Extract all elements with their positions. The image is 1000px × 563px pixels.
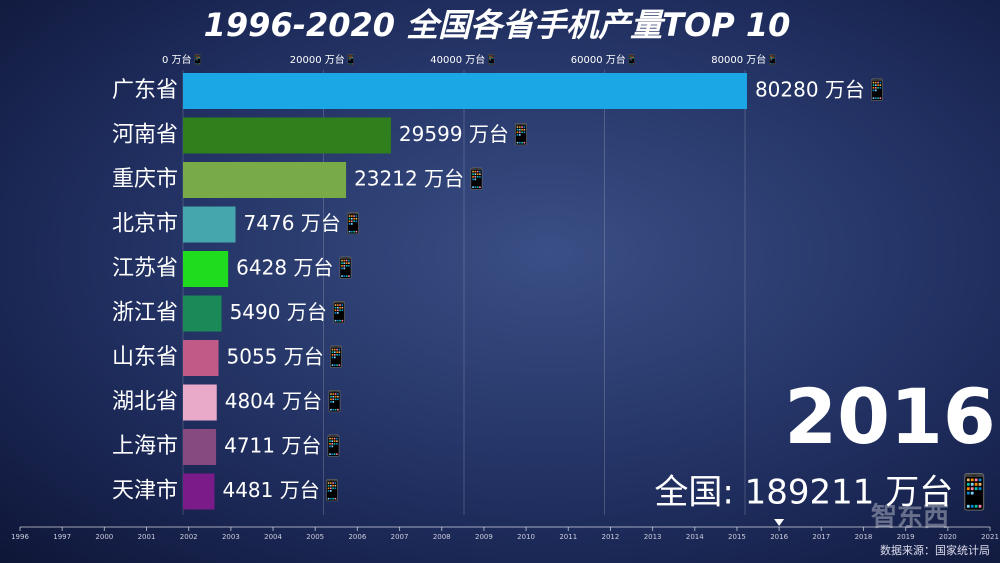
timeline-label: 2013 — [644, 533, 662, 541]
value-label: 6428 万台📱 — [236, 256, 358, 280]
timeline-label: 2016 — [770, 533, 788, 541]
x-tick-label: 40000 万台📱 — [430, 53, 497, 66]
timeline-label: 2001 — [138, 533, 156, 541]
timeline-label: 2020 — [939, 533, 957, 541]
bar — [183, 340, 219, 376]
bar — [183, 162, 347, 198]
timeline-label: 2018 — [855, 533, 873, 541]
bar — [183, 73, 747, 109]
timeline-label: 2010 — [517, 533, 535, 541]
value-label: 4804 万台📱 — [225, 389, 347, 413]
value-label: 5490 万台📱 — [230, 300, 352, 324]
y-tick-label: 北京市 — [112, 212, 178, 237]
y-tick-label: 湖北省 — [112, 390, 178, 415]
value-label: 29599 万台📱 — [399, 122, 534, 146]
y-tick-label: 浙江省 — [112, 301, 178, 326]
year-label: 2016 — [784, 372, 996, 461]
timeline-label: 2003 — [222, 533, 240, 541]
timeline-label: 2009 — [475, 533, 493, 541]
timeline-label: 2008 — [433, 533, 451, 541]
total-label: 全国: 189211 万台📱 — [654, 473, 995, 513]
timeline-label: 2015 — [728, 533, 746, 541]
value-label: 7476 万台📱 — [244, 211, 366, 235]
timeline-label: 2021 — [981, 533, 999, 541]
timeline-label: 2017 — [812, 533, 830, 541]
bar — [183, 295, 222, 332]
timeline-label: 2006 — [348, 533, 366, 541]
bar — [183, 384, 217, 421]
source: 数据来源：国家统计局 — [880, 543, 990, 557]
bar — [183, 473, 215, 510]
value-label: 80280 万台📱 — [755, 78, 890, 102]
y-tick-label: 天津市 — [112, 479, 178, 504]
x-tick-label: 20000 万台📱 — [290, 53, 357, 66]
value-label: 23212 万台📱 — [354, 167, 489, 191]
value-label: 4481 万台📱 — [222, 478, 344, 502]
timeline-label: 2004 — [264, 533, 282, 541]
bar — [183, 117, 391, 154]
x-tick-label: 0 万台📱 — [162, 53, 204, 66]
y-tick-label: 重庆市 — [112, 167, 178, 192]
bar — [183, 206, 236, 243]
value-label: 4711 万台📱 — [224, 434, 346, 458]
timeline-label: 2011 — [559, 533, 577, 541]
timeline-label: 1997 — [53, 533, 71, 541]
bar — [183, 251, 229, 287]
y-tick-label: 上海市 — [112, 434, 178, 459]
timeline-label: 2014 — [686, 533, 704, 541]
timeline-label: 2007 — [391, 533, 409, 541]
x-tick-label: 80000 万台📱 — [711, 53, 778, 66]
y-tick-label: 广东省 — [112, 78, 178, 103]
y-tick-label: 江苏省 — [112, 256, 178, 281]
timeline-label: 2000 — [95, 533, 113, 541]
timeline-label: 2005 — [306, 533, 324, 541]
bar — [183, 429, 217, 465]
timeline-marker — [774, 519, 785, 526]
timeline-label: 2019 — [897, 533, 915, 541]
timeline-label: 2012 — [602, 533, 620, 541]
x-tick-label: 60000 万台📱 — [571, 53, 638, 66]
watermark: 智东西 — [871, 502, 949, 533]
value-label: 5055 万台📱 — [227, 345, 349, 369]
chart-title: 1996-2020 全国各省手机产量TOP 10 — [204, 6, 791, 44]
y-tick-label: 山东省 — [112, 345, 178, 370]
timeline-label: 1996 — [11, 533, 29, 541]
y-tick-label: 河南省 — [112, 123, 178, 148]
timeline-label: 2002 — [180, 533, 198, 541]
